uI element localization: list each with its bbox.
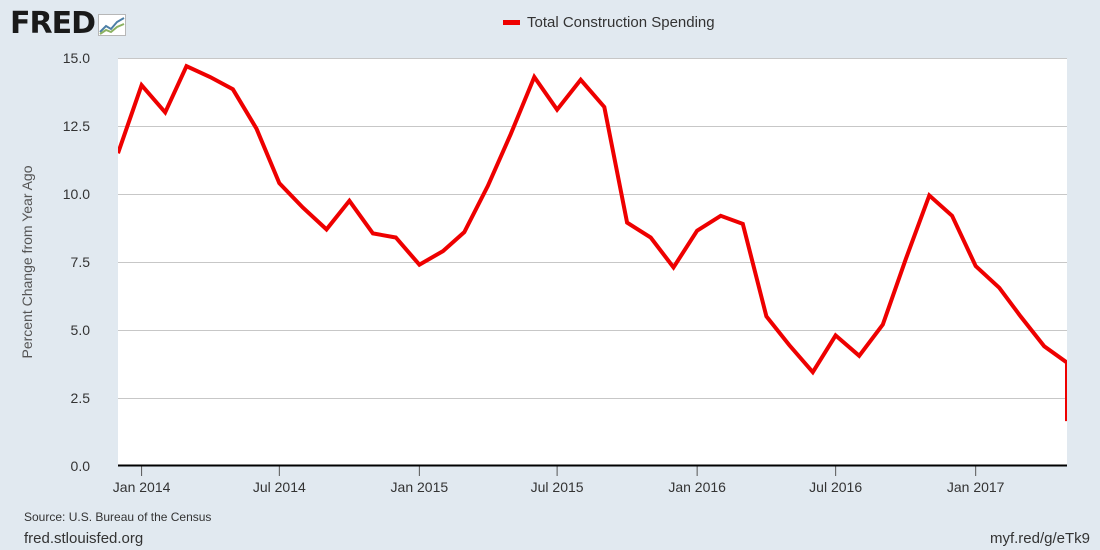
x-tick-label: Jul 2014 xyxy=(253,479,306,495)
source-note: Source: U.S. Bureau of the Census xyxy=(24,510,212,524)
x-tick-label: Jan 2017 xyxy=(947,479,1005,495)
legend-label: Total Construction Spending xyxy=(527,14,715,31)
x-tick-label: Jan 2016 xyxy=(668,479,726,495)
x-tick-label: Jan 2015 xyxy=(391,479,449,495)
fred-logo-text: FRED xyxy=(10,6,96,41)
fred-logo[interactable]: FRED xyxy=(10,6,126,42)
chart-logo-icon xyxy=(98,14,126,36)
y-axis-label: Percent Change from Year Ago xyxy=(19,165,35,358)
y-tick-label: 5.0 xyxy=(71,322,91,338)
legend-swatch xyxy=(503,20,520,25)
footer-site-link[interactable]: fred.stlouisfed.org xyxy=(24,530,144,547)
y-tick-label: 12.5 xyxy=(63,118,90,134)
y-tick-label: 15.0 xyxy=(63,50,90,66)
footer-short-link[interactable]: myf.red/g/eTk9 xyxy=(989,530,1090,547)
legend[interactable]: Total Construction Spending xyxy=(503,14,715,31)
y-tick-label: 7.5 xyxy=(71,254,91,270)
y-tick-label: 0.0 xyxy=(71,458,91,474)
x-tick-label: Jan 2014 xyxy=(113,479,171,495)
x-tick-label: Jul 2015 xyxy=(531,479,584,495)
y-tick-label: 2.5 xyxy=(71,390,91,406)
y-tick-label: 10.0 xyxy=(63,186,90,202)
x-tick-label: Jul 2016 xyxy=(809,479,862,495)
